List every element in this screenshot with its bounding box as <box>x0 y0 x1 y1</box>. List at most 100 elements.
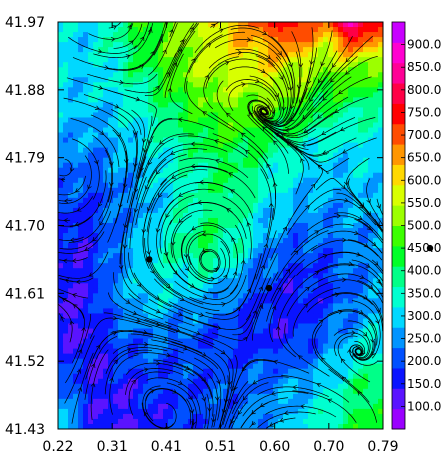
heat-cell <box>173 393 179 400</box>
heat-cell <box>328 82 334 88</box>
heat-cell <box>263 398 269 405</box>
heat-cell <box>163 82 169 88</box>
heat-cell <box>173 333 179 340</box>
heat-cell <box>228 212 234 219</box>
heat-cell <box>303 27 309 33</box>
heat-cell <box>238 398 244 405</box>
heat-cell <box>178 172 184 179</box>
heat-cell <box>83 127 89 134</box>
heat-cell <box>298 107 304 114</box>
heat-cell <box>348 243 354 249</box>
heat-cell <box>138 303 144 309</box>
heat-cell <box>223 107 229 114</box>
heat-cell <box>183 373 189 380</box>
heat-cell <box>83 162 89 169</box>
heat-cell <box>218 308 224 315</box>
heat-cell <box>93 308 99 315</box>
heat-cell <box>253 263 259 269</box>
heat-cell <box>193 162 199 169</box>
heat-cell <box>363 283 369 289</box>
heat-cell <box>333 187 339 194</box>
heat-cell <box>163 293 169 299</box>
heat-cell <box>68 87 74 93</box>
heat-cell <box>323 132 329 139</box>
heat-cell <box>263 323 269 330</box>
heat-cell <box>343 62 349 68</box>
heat-cell <box>203 373 209 380</box>
heat-cell <box>283 253 289 259</box>
heat-cell <box>158 152 164 159</box>
heat-cell <box>123 283 129 289</box>
heat-cell <box>138 228 144 234</box>
heat-cell <box>118 162 124 169</box>
heat-cell <box>243 403 249 410</box>
heat-cell <box>123 217 129 224</box>
heat-cell <box>373 172 379 179</box>
heat-cell <box>378 318 383 325</box>
heat-cell <box>93 338 99 345</box>
heat-cell <box>223 383 229 390</box>
heat-cell <box>83 273 89 279</box>
heat-cell <box>253 52 259 58</box>
heat-cell <box>298 323 304 330</box>
heat-cell <box>343 358 349 365</box>
heat-cell <box>173 102 179 109</box>
heat-cell <box>343 268 349 274</box>
heat-cell <box>278 243 284 249</box>
heat-cell <box>178 333 184 340</box>
heat-cell <box>363 268 369 274</box>
heat-cell <box>83 363 89 370</box>
heat-cell <box>363 353 369 360</box>
heat-cell <box>143 323 149 330</box>
heat-cell <box>93 192 99 199</box>
heat-cell <box>338 62 344 68</box>
heat-cell <box>228 217 234 224</box>
heat-cell <box>113 383 119 390</box>
heat-cell <box>63 97 69 103</box>
heat-cell <box>253 373 259 380</box>
heat-cell <box>288 42 294 48</box>
heat-cell <box>328 117 334 124</box>
heat-cell <box>238 253 244 259</box>
heat-cell <box>353 263 359 269</box>
heat-cell <box>138 243 144 249</box>
heat-cell <box>318 258 324 264</box>
heat-cell <box>328 212 334 219</box>
heat-cell <box>138 323 144 330</box>
heat-cell <box>333 147 339 154</box>
heat-cell <box>353 122 359 129</box>
heat-cell <box>248 268 254 274</box>
heat-cell <box>68 202 74 209</box>
heat-cell <box>73 358 79 365</box>
heat-cell <box>273 37 279 43</box>
heat-cell <box>363 77 369 83</box>
heat-cell <box>98 62 104 68</box>
heat-cell <box>338 37 344 43</box>
heat-cell <box>58 152 64 159</box>
heat-cell <box>303 343 309 350</box>
heat-cell <box>243 187 249 194</box>
heat-cell <box>148 177 154 184</box>
heat-cell <box>223 228 229 234</box>
heat-cell <box>248 373 254 380</box>
heat-cell <box>73 373 79 380</box>
heat-cell <box>208 192 214 199</box>
heat-cell <box>178 137 184 144</box>
heat-cell <box>343 207 349 214</box>
heat-cell <box>288 177 294 184</box>
heat-cell <box>118 142 124 149</box>
heat-cell <box>238 368 244 375</box>
heat-cell <box>273 383 279 390</box>
heat-cell <box>133 258 139 264</box>
heat-cell <box>223 238 229 244</box>
heat-cell <box>358 393 364 400</box>
heat-cell <box>318 398 324 405</box>
heat-cell <box>83 222 89 229</box>
heat-cell <box>63 187 69 194</box>
heat-cell <box>283 72 289 78</box>
heat-cell <box>348 147 354 154</box>
heat-cell <box>93 187 99 194</box>
heat-cell <box>203 92 209 98</box>
heat-cell <box>278 172 284 179</box>
heat-cell <box>313 248 319 254</box>
